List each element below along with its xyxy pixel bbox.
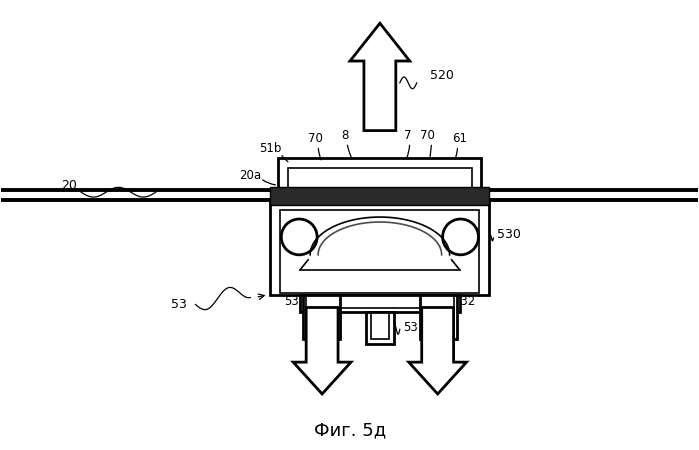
Bar [306,295,454,309]
Text: 520: 520 [430,69,454,82]
Text: 8: 8 [341,129,349,142]
Text: 53: 53 [171,298,187,311]
Text: 70: 70 [308,132,322,145]
Polygon shape [409,307,466,394]
Text: A9: A9 [313,353,331,366]
Bar [371,312,389,339]
Bar [300,295,459,312]
Text: 532: 532 [454,295,475,308]
Bar [366,312,394,344]
Bar [303,295,340,339]
Text: 532: 532 [284,295,306,308]
Text: A8: A8 [369,89,387,102]
Text: Фиг. 5д: Фиг. 5д [314,422,386,440]
Bar [280,210,480,292]
Text: 51b: 51b [259,142,282,155]
Text: 7: 7 [404,129,412,142]
Text: 531: 531 [403,321,425,334]
Bar [278,158,482,190]
Text: 70: 70 [420,129,435,142]
Bar [271,200,489,295]
Bar [419,295,456,339]
Text: 61: 61 [452,132,467,145]
Polygon shape [350,23,410,130]
Bar [288,168,472,190]
Text: 20a: 20a [239,169,261,182]
Polygon shape [293,307,351,394]
Text: A9: A9 [428,353,447,366]
Text: 530: 530 [498,229,521,242]
Bar [271,187,489,205]
Text: 20: 20 [62,179,77,192]
